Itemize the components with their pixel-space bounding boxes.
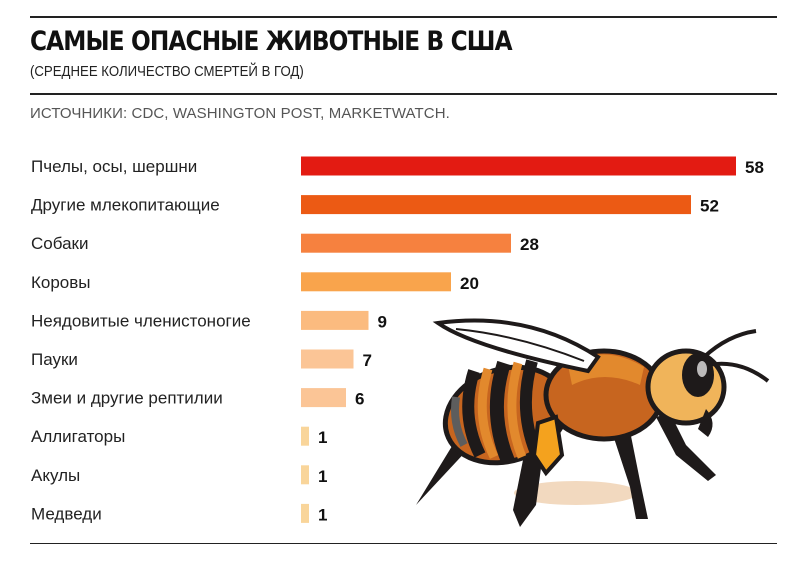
bottom-rule [30, 543, 777, 544]
bar [301, 465, 309, 484]
value-label: 1 [318, 428, 327, 447]
category-label: Неядовитые членистоногие [31, 311, 251, 330]
value-label: 1 [318, 467, 327, 486]
bar [301, 311, 369, 330]
bar [301, 195, 691, 214]
bar [301, 234, 511, 253]
category-label: Пауки [31, 350, 78, 369]
category-label: Собаки [31, 234, 88, 253]
bar [301, 157, 736, 176]
value-label: 58 [745, 158, 764, 177]
value-label: 7 [363, 351, 372, 370]
category-label: Пчелы, осы, шершни [31, 157, 197, 176]
bar [301, 504, 309, 523]
value-label: 20 [460, 274, 479, 293]
category-label: Коровы [31, 273, 91, 292]
bar [301, 388, 346, 407]
value-label: 1 [318, 505, 327, 524]
category-label: Аллигаторы [31, 427, 125, 446]
value-label: 28 [520, 235, 539, 254]
value-label: 9 [378, 312, 387, 331]
value-label: 6 [355, 390, 364, 409]
bar [301, 272, 451, 291]
category-label: Другие млекопитающие [31, 196, 220, 215]
bar [301, 350, 354, 369]
category-label: Акулы [31, 466, 80, 485]
category-label: Змеи и другие рептилии [31, 389, 223, 408]
category-label: Медведи [31, 504, 102, 523]
value-label: 52 [700, 197, 719, 216]
bar [301, 427, 309, 446]
